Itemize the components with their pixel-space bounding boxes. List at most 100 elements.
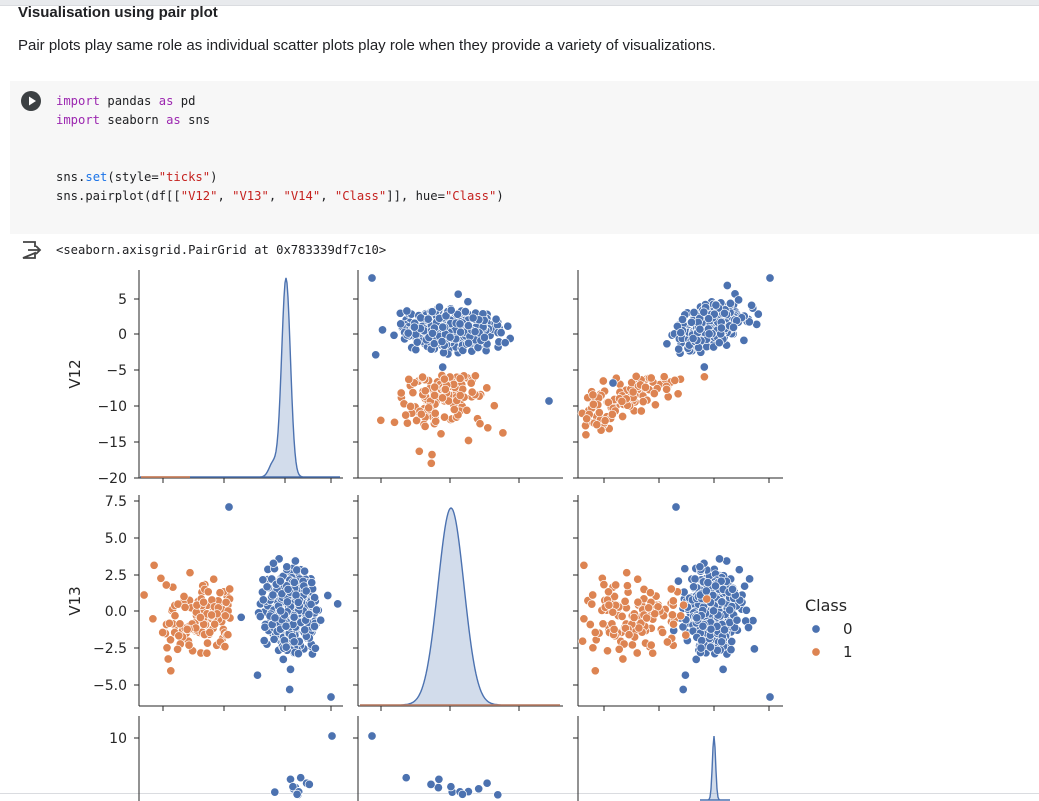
scatter-point [719,308,730,318]
scatter-point [482,778,492,788]
scatter-point [645,588,655,598]
scatter-point [493,790,503,800]
code-editor[interactable]: import pandas as pd import seaborn as sn… [56,92,504,206]
scatter-point [717,597,727,607]
scatter-point [716,323,726,333]
code-token: , [268,189,284,203]
output-redirect-icon[interactable] [20,240,42,260]
scatter-point [225,584,235,594]
kde-curve-class-0 [140,277,340,478]
panel-r0-c1 [353,270,563,483]
scatter-point [457,789,468,799]
scatter-point [293,649,303,659]
scatter-point [163,654,173,664]
scatter-point [611,580,621,590]
scatter-point [401,410,411,420]
scatter-point [466,378,476,388]
play-icon [29,96,36,106]
scatter-point [396,319,406,329]
scatter-point [680,670,690,680]
scatter-point [437,393,448,403]
scatter-point [205,627,215,637]
scatter-point [496,328,506,338]
section-heading: Visualisation using pair plot [18,4,218,21]
scatter-point [414,446,424,456]
scatter-point [333,599,343,609]
code-token: , [320,189,335,203]
scatter-point [252,670,263,680]
scatter-point [705,642,716,652]
scatter-point [704,314,714,324]
scatter-point [714,554,725,564]
y-tick-label: 10 [109,731,127,747]
code-token: sns. [56,170,86,184]
scatter-point [698,621,708,631]
scatter-point [662,384,672,394]
panel-r0-c0 [134,270,343,483]
panel-r1-c2 [573,495,783,711]
scatter-point [468,313,478,323]
scatter-point [618,411,628,422]
scatter-point [463,297,473,307]
scatter-point [463,338,474,348]
run-cell-button[interactable] [21,91,41,111]
scatter-point [708,606,719,616]
scatter-point [617,611,627,621]
scatter-point [408,388,418,398]
code-token: ) [210,170,218,184]
scatter-point [430,390,440,400]
scatter-point [640,382,651,392]
scatter-point [636,406,646,416]
scatter-point [714,338,724,348]
scatter-point [367,731,377,741]
y-tick-label: 5 [118,292,127,308]
scatter-point [741,605,751,615]
scatter-point [483,423,493,433]
scatter-point [718,664,728,674]
code-line: sns.pairplot(df[["V12", "V13", "V14", "C… [56,189,504,203]
scatter-point [173,644,183,654]
scatter-point [434,774,444,784]
scatter-point [588,643,598,653]
scatter-point [412,337,422,347]
scatter-point [158,627,168,638]
scatter-point [199,597,209,607]
scatter-point [309,621,320,631]
scatter-point [202,638,213,648]
scatter-point [418,372,428,382]
scatter-point [607,409,617,419]
scatter-point [745,574,755,584]
scatter-point [711,300,721,310]
scatter-point [207,610,217,620]
scatter-point [269,634,279,644]
code-token: ]], hue= [386,189,445,203]
scatter-point [285,684,295,695]
scatter-point [262,582,272,592]
scatter-point [600,416,610,426]
panel-r1-c1 [353,495,563,711]
y-tick-label: −5 [106,363,127,379]
scatter-point [185,568,195,578]
scatter-point [164,618,174,628]
scatter-point [602,646,613,656]
scatter-point [614,644,624,654]
scatter-point [396,388,406,398]
scatter-point [598,376,608,386]
legend-label: 0 [843,620,853,638]
scatter-point [215,588,225,598]
scatter-point [491,314,501,324]
scatter-point [278,654,288,664]
code-cell[interactable] [10,81,1039,234]
scatter-point [300,566,310,576]
scatter-point [439,374,449,384]
scatter-point [202,648,212,658]
scatter-point [326,692,336,702]
scatter-point [699,362,709,372]
scatter-point [680,564,690,574]
scatter-point [765,692,775,702]
scatter-point [446,782,456,792]
code-token: "ticks" [158,170,211,184]
y-tick-label: −15 [97,435,127,451]
legend-label: 1 [843,643,853,661]
scatter-point [679,600,689,610]
